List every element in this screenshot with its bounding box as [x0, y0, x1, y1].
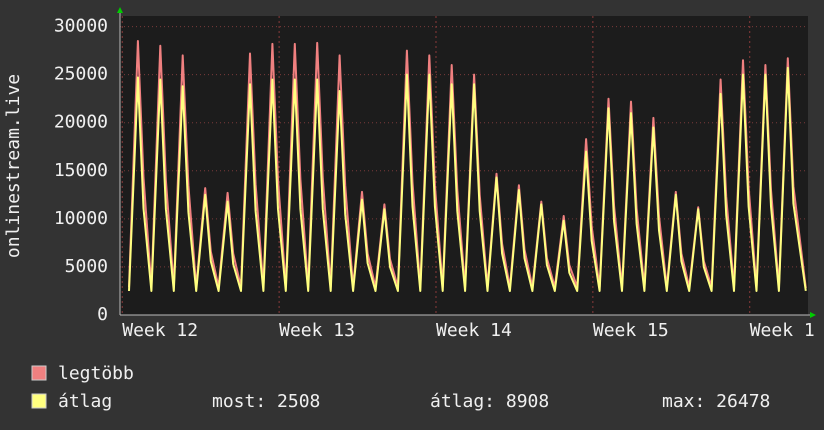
x-tick-label: Week 1: [750, 320, 815, 341]
legend-label: átlag: [58, 391, 112, 412]
y-tick-label: 25000: [54, 64, 108, 85]
legend-stat: max: 26478: [662, 391, 770, 412]
x-arrow: [810, 312, 816, 318]
legend-swatch: [31, 393, 47, 409]
legend-swatch: [31, 365, 47, 381]
y-tick-label: 5000: [65, 256, 108, 277]
y-tick-label: 10000: [54, 208, 108, 229]
x-tick-label: Week 13: [279, 320, 355, 341]
y-tick-label: 15000: [54, 160, 108, 181]
y-tick-label: 0: [97, 304, 108, 325]
y-axis-label: onlinestream.live: [3, 74, 24, 258]
y-arrow: [117, 7, 123, 13]
x-tick-label: Week 15: [593, 320, 669, 341]
y-tick-label: 20000: [54, 112, 108, 133]
legend-label: legtöbb: [58, 363, 134, 384]
x-tick-label: Week 14: [436, 320, 512, 341]
x-tick-label: Week 12: [122, 320, 198, 341]
y-tick-label: 30000: [54, 16, 108, 37]
legend-stat: átlag: 8908: [430, 391, 549, 412]
series-line: [128, 66, 807, 292]
legend-stat: most: 2508: [212, 391, 320, 412]
